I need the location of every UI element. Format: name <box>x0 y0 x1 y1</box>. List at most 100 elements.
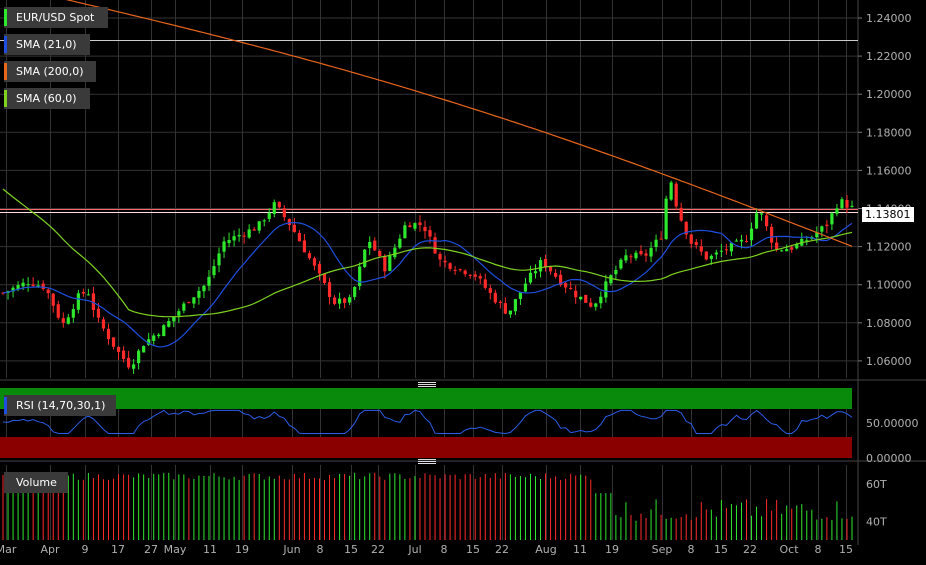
candle-body <box>574 290 578 298</box>
candle-body <box>498 301 502 303</box>
candle-body <box>714 252 718 255</box>
legend-rsi[interactable]: RSI (14,70,30,1) <box>4 395 116 416</box>
candle-body <box>91 293 96 311</box>
candle-body <box>840 199 844 209</box>
candle-body <box>413 223 417 229</box>
candle-body <box>393 247 397 258</box>
candle-body <box>353 286 357 297</box>
candle-body <box>719 250 723 252</box>
candle-body <box>348 297 352 303</box>
x-tick-label: 11 <box>573 543 587 556</box>
candle-body <box>182 303 186 311</box>
legend-rsi-label: RSI (14,70,30,1) <box>16 399 106 412</box>
candle-body <box>644 253 648 256</box>
candle-body <box>177 311 181 316</box>
candle-body <box>383 256 387 272</box>
candle-body <box>16 285 20 290</box>
candle-body <box>86 294 91 296</box>
x-tick-label: Oct <box>779 543 799 556</box>
candle-body <box>297 233 301 242</box>
rsi-tick-label: 50.00000 <box>866 417 919 430</box>
candle-body <box>704 251 708 260</box>
candle-body <box>694 242 698 245</box>
candle-body <box>815 232 819 238</box>
candle-body <box>11 287 15 292</box>
candle-body <box>709 255 713 259</box>
candle-body <box>36 285 40 287</box>
candle-body <box>749 228 754 241</box>
candle-body <box>252 229 256 231</box>
candle-body <box>850 205 854 207</box>
candle-body <box>548 266 553 272</box>
last-price-tag: 1.13801 <box>862 207 914 222</box>
x-tick-label: Jun <box>282 543 300 556</box>
candle-body <box>192 297 196 304</box>
pane-resize-handle[interactable] <box>418 459 436 465</box>
sma21-line <box>2 221 853 348</box>
candle-body <box>564 283 568 288</box>
candle-body <box>764 215 769 227</box>
candle-body <box>132 364 136 369</box>
candle-body <box>674 183 678 207</box>
candle-body <box>559 274 563 285</box>
legend-sma200-label: SMA (200,0) <box>16 65 84 78</box>
candle-body <box>659 238 663 240</box>
candle-body <box>543 259 548 268</box>
candle-body <box>649 247 653 257</box>
candle-body <box>116 346 121 352</box>
candle-body <box>373 240 377 251</box>
x-tick-label: 17 <box>111 543 125 556</box>
legend-volume[interactable]: Volume <box>4 472 68 493</box>
candle-body <box>780 250 784 252</box>
x-tick-label: 8 <box>688 543 695 556</box>
candle-body <box>217 253 221 266</box>
candle-body <box>775 242 779 249</box>
legend-sma21[interactable]: SMA (21,0) <box>4 34 90 55</box>
candle-body <box>523 283 528 292</box>
candle-body <box>483 279 487 288</box>
candle-body <box>292 224 296 232</box>
candle-body <box>835 208 839 214</box>
candle-body <box>162 325 166 337</box>
candle-body <box>408 225 412 228</box>
candle-body <box>302 240 307 253</box>
candle-body <box>207 276 211 286</box>
candle-body <box>554 272 558 277</box>
pane-resize-handle[interactable] <box>418 382 436 388</box>
candle-body <box>46 289 50 294</box>
candle-body <box>287 218 291 225</box>
price-tick-label: 1.08000 <box>866 317 912 330</box>
legend-sma60-label: SMA (60,0) <box>16 92 77 105</box>
candle-body <box>503 303 507 314</box>
candle-body <box>282 208 286 218</box>
x-tick-label: 19 <box>235 543 249 556</box>
candle-body <box>26 284 30 286</box>
candle-body <box>337 298 342 304</box>
candle-body <box>569 287 573 290</box>
candle-body <box>538 260 543 272</box>
candle-body <box>493 292 497 303</box>
candle-body <box>56 304 60 318</box>
legend-sma200[interactable]: SMA (200,0) <box>4 61 96 82</box>
legend-swatch <box>4 9 7 26</box>
candle-body <box>754 213 759 229</box>
candle-body <box>317 263 322 274</box>
candle-body <box>689 234 693 244</box>
candle-body <box>589 302 593 307</box>
candle-body <box>443 260 447 263</box>
candle-body <box>332 297 337 305</box>
candle-body <box>795 244 799 249</box>
candle-body <box>152 335 156 341</box>
legend-sma60[interactable]: SMA (60,0) <box>4 88 90 109</box>
legend-swatch <box>4 397 7 414</box>
x-tick-label: 27 <box>144 543 158 556</box>
candle-body <box>513 299 518 312</box>
x-tick-label: 15 <box>466 543 480 556</box>
sma60-line <box>2 188 853 318</box>
x-tick-label: 9 <box>82 543 89 556</box>
candle-body <box>106 328 111 340</box>
candle-body <box>609 275 613 284</box>
legend-eurusd[interactable]: EUR/USD Spot <box>4 7 108 28</box>
candle-body <box>212 266 216 276</box>
